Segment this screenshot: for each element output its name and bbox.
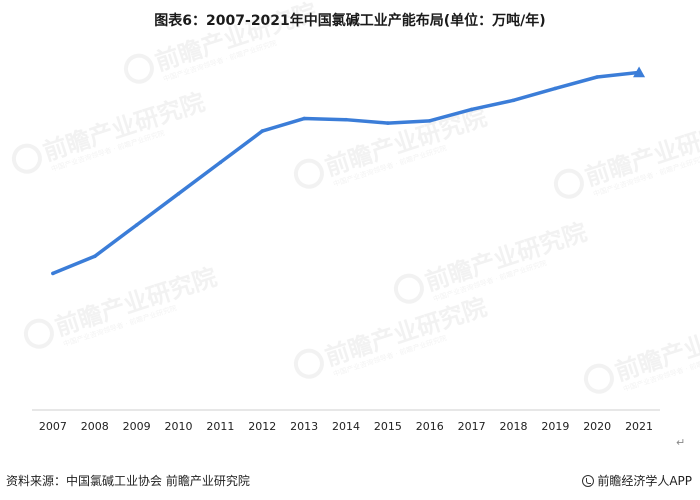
x-tick-label: 2015 [374, 420, 402, 433]
x-tick-label: 2013 [290, 420, 318, 433]
watermark-logo-icon [583, 363, 614, 394]
watermark-logo-icon [293, 158, 324, 189]
x-tick-label: 2011 [206, 420, 234, 433]
data-point [595, 75, 599, 79]
data-point [344, 117, 348, 122]
x-tick-label: 2010 [165, 420, 193, 433]
watermark-text: 前瞻产业研究院 [52, 263, 220, 342]
watermark-logo-icon [123, 53, 154, 84]
x-tick-label: 2012 [248, 420, 276, 433]
x-axis-tick-labels: 2007 2008 2009 2010 2011 2012 2013 2014 2015 2016… [39, 420, 653, 433]
data-point [386, 121, 390, 125]
data-point [427, 119, 432, 123]
data-point [511, 98, 516, 103]
end-triangle-marker [633, 66, 646, 78]
brand-logo-icon [582, 474, 595, 487]
source-note: 资料来源：中国氯碱工业协会 前瞻产业研究院 [6, 474, 250, 488]
watermark-text: 前瞻产业研究院 [422, 218, 590, 297]
x-tick-label: 2021 [625, 420, 653, 433]
x-tick-label: 2019 [541, 420, 569, 433]
x-tick-label: 2007 [39, 420, 67, 433]
x-tick-label: 2008 [81, 420, 109, 433]
watermark-text: 前瞻产业研究院 [322, 103, 490, 182]
data-point [553, 86, 558, 91]
brand-label: 前瞻经济学人APP [597, 474, 692, 488]
data-point [176, 191, 181, 196]
x-tick-label: 2017 [458, 420, 486, 433]
watermark-text: 前瞻产业研究院 [322, 293, 490, 372]
watermark-logo-icon [553, 168, 584, 199]
data-point [134, 223, 139, 227]
data-point [302, 116, 306, 121]
series-layer [51, 66, 646, 276]
x-tick-label: 2020 [583, 420, 611, 433]
watermark-logo-icon [11, 143, 42, 174]
return-mark: ↵ [676, 436, 686, 449]
data-point [260, 129, 265, 133]
x-tick-label: 2016 [416, 420, 444, 433]
watermark-logo-icon [23, 318, 54, 349]
x-tick-label: 2014 [332, 420, 360, 433]
data-point [51, 271, 55, 276]
watermark-text: 前瞻产业研究院 [152, 0, 320, 76]
data-point [469, 107, 474, 112]
x-tick-label: 2009 [123, 420, 151, 433]
data-point [93, 254, 97, 259]
x-tick-label: 2018 [499, 420, 527, 433]
chart-title: 图表6：2007-2021年中国氯碱工业产能布局(单位：万吨/年) [154, 13, 546, 29]
watermark-logo-icon [393, 273, 424, 304]
watermark-text: 前瞻产业研究院 [40, 88, 208, 167]
brand-note: 前瞻经济学人APP [582, 472, 692, 489]
data-point [218, 160, 223, 165]
watermark-logo-icon [293, 348, 324, 379]
